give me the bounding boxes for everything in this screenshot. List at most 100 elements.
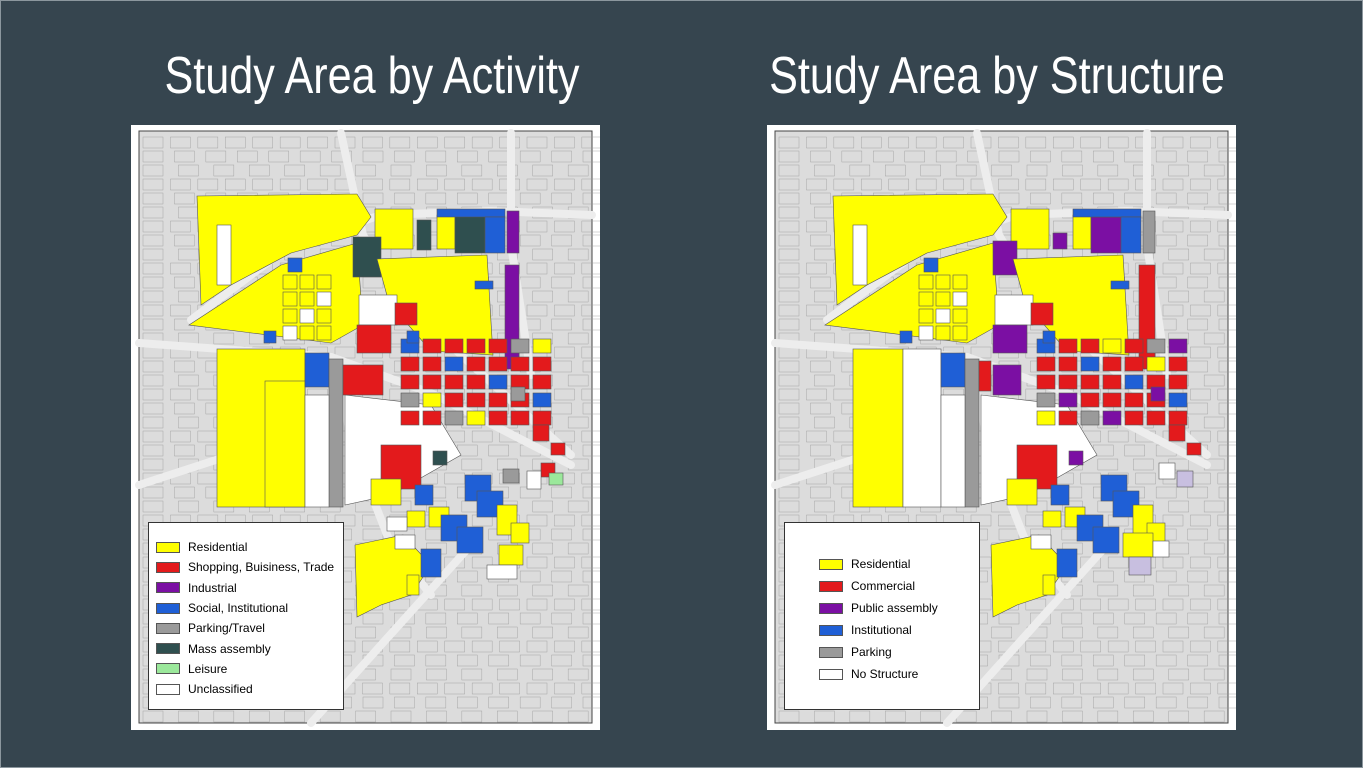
background-parcel [1187,402,1208,415]
background-parcel [1155,570,1177,583]
residential-parcel [918,274,934,290]
background-parcel [1218,192,1236,205]
background-parcel [1218,276,1236,289]
background-parcel [955,164,977,177]
downtown-parcel [1168,338,1188,354]
social-institutional-parcel [436,208,506,218]
background-parcel [362,178,383,191]
background-parcel [471,136,493,149]
background-parcel [1190,346,1211,359]
residential-parcel [316,325,332,341]
background-parcel [810,444,831,457]
background-parcel [174,150,195,163]
residential-parcel [299,274,315,290]
background-parcel [170,388,191,401]
downtown-parcel [422,356,442,372]
background-parcel [1155,654,1177,667]
background-parcel [1218,318,1236,331]
background-parcel [1061,654,1083,667]
background-parcel [1093,570,1114,583]
background-parcel [1025,682,1047,695]
background-parcel [1190,598,1211,611]
legend-label: Mass assembly [188,641,271,656]
background-parcel [551,486,572,499]
shopping-parcel [532,424,550,442]
background-parcel [567,416,589,429]
background-parcel [806,220,827,233]
background-parcel [1080,640,1101,653]
background-parcel [532,710,553,723]
background-parcel [1061,150,1083,163]
background-parcel [991,710,1012,723]
background-parcel [497,584,518,597]
downtown-parcel [1168,356,1188,372]
parking-parcel [328,358,344,508]
background-parcel [417,136,438,149]
downtown-parcel [422,392,442,408]
downtown-parcel [1124,410,1144,426]
downtown-parcel [532,356,552,372]
background-parcel [461,668,483,681]
background-parcel [425,150,447,163]
legend-swatch [819,646,843,658]
residential-parcel [510,522,530,544]
background-parcel [1217,514,1236,527]
background-parcel [1190,556,1211,569]
background-parcel [1133,584,1154,597]
background-parcel [170,304,191,317]
background-parcel [581,514,600,527]
institutional-parcel [1092,526,1120,554]
downtown-parcel [422,410,442,426]
background-parcel [519,570,541,583]
background-parcel [970,514,992,527]
unclassified-parcel [304,394,330,508]
background-parcel [1155,486,1177,499]
background-parcel [1203,416,1225,429]
unclassified-parcel [358,294,398,326]
downtown-parcel [1146,356,1166,372]
legend-item-parking: Parking [819,641,979,663]
residential-parcel [935,274,951,290]
background-parcel [567,542,589,555]
residential-parcel [436,214,456,250]
background-parcel [778,136,800,149]
background-parcel [778,276,800,289]
background-parcel [425,192,447,205]
background-parcel [581,472,600,485]
background-parcel [814,416,835,429]
background-parcel [567,500,589,513]
public-assembly-parcel [992,240,1018,276]
background-parcel [1053,640,1074,653]
background-parcel [394,696,415,709]
background-parcel [1168,164,1189,177]
residential-parcel [282,325,298,341]
background-parcel [389,136,411,149]
background-parcel [998,192,1020,205]
background-parcel [554,346,575,359]
social-institutional-parcel [406,330,420,344]
background-parcel [1162,262,1184,275]
background-parcel [582,486,600,499]
background-parcel [778,164,800,177]
legend-label: No Structure [851,667,919,681]
institutional-parcel [1110,280,1130,290]
legend-label: Shopping, Buisiness, Trade [188,560,335,575]
residential-parcel [196,193,372,306]
background-parcel [1168,290,1189,303]
background-parcel [526,598,548,611]
background-parcel [1217,304,1236,317]
background-parcel [526,136,548,149]
background-parcel [142,276,164,289]
social-institutional-parcel [420,548,442,578]
background-parcel [582,612,600,625]
background-parcel [551,654,572,667]
background-parcel [806,304,827,317]
background-parcel [778,374,800,387]
background-parcel [806,262,827,275]
background-parcel [142,374,164,387]
background-parcel [532,584,553,597]
activity-map: Residential Shopping, Buisiness, Trade I… [131,125,600,730]
legend-label: Commercial [851,579,916,593]
legend-swatch [156,663,180,675]
background-parcel [814,290,835,303]
